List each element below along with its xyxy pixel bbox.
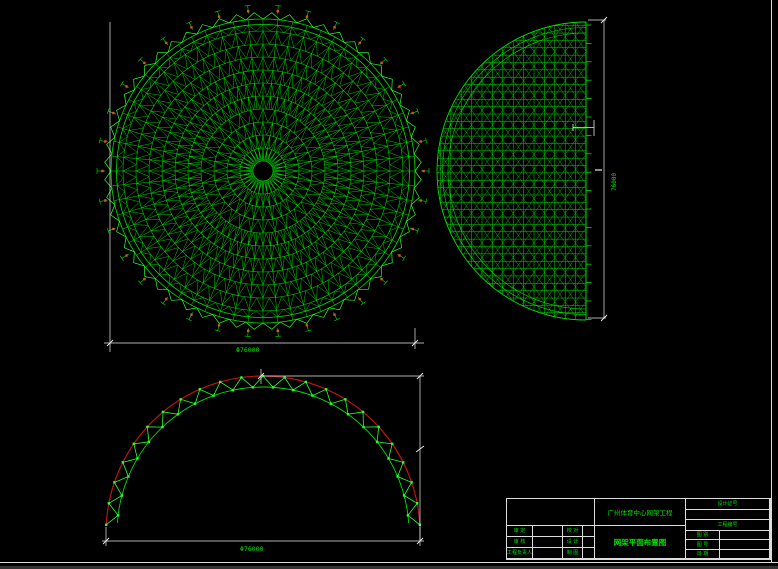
date-label: 日 期: [686, 549, 720, 559]
tb-label-approved: 审 定: [507, 526, 533, 537]
svg-text:Φ76000: Φ76000: [236, 346, 260, 354]
elevation-view: [436, 21, 595, 321]
sheet-border-bottom: [0, 562, 778, 563]
drawing-category-value: [720, 530, 770, 540]
design-cert-value: [686, 509, 770, 520]
drawing-no-label: 图 号: [686, 540, 720, 550]
tb-value: [533, 526, 563, 537]
tb-value: [583, 548, 595, 559]
tb-value: [533, 548, 563, 559]
tb-label-drafted: 制 图: [563, 548, 583, 559]
tb-value: [583, 537, 595, 548]
tb-label-chief: 工程负责人: [507, 548, 533, 559]
tb-value: [533, 537, 563, 548]
title-block-signatures: 审 定 校 对 审 核 设 计 工程负责人 制 图: [507, 499, 595, 559]
title-block: 审 定 校 对 审 核 设 计 工程负责人 制 图 广州体育中心网架工程 网架平…: [506, 498, 771, 560]
tb-value: [583, 526, 595, 537]
tb-label-checked2: 校 对: [563, 526, 583, 537]
drawing-category-label: 图 别: [686, 530, 720, 540]
project-no-label: 工程编号: [686, 520, 770, 531]
title-block-titles: 广州体育中心网架工程 网架平面布置图: [595, 499, 686, 559]
tb-label-reviewed: 审 核: [507, 537, 533, 548]
title-block-empty-cell: [507, 499, 595, 526]
arch-section-view: [105, 374, 421, 526]
window-edge-strip: [0, 566, 778, 569]
svg-text:76000: 76000: [611, 173, 618, 191]
drawing-title: 网架平面布置图: [595, 526, 686, 559]
plan-view: [96, 5, 430, 337]
design-cert-label: 设计证号: [686, 499, 770, 510]
drawing-no-value: [720, 540, 770, 550]
dimension-lines: Φ76000 76000 Φ76000: [102, 16, 618, 553]
title-block-numbers: 设计证号 工程编号 图 别 图 号 日 期: [686, 499, 770, 559]
svg-text:Φ76000: Φ76000: [240, 545, 264, 553]
date-value: [720, 549, 770, 559]
project-name: 广州体育中心网架工程: [595, 499, 686, 526]
tb-label-designed: 设 计: [563, 537, 583, 548]
sheet-border-right: [771, 0, 772, 562]
